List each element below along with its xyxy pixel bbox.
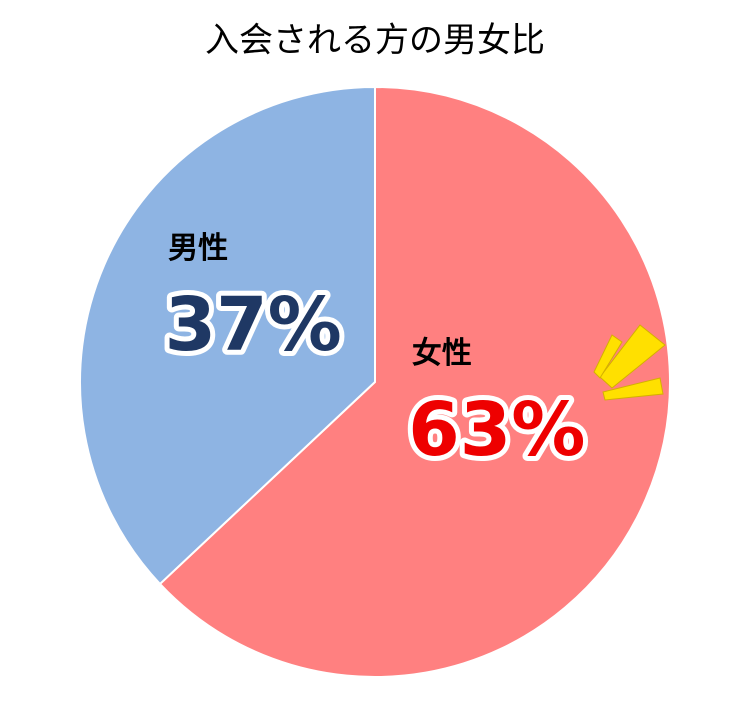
- slice: [158, 85, 671, 678]
- burst-ray: [593, 334, 623, 379]
- category-label: 女性: [412, 336, 472, 371]
- labels: 女性 63% 男性 37%: [160, 231, 591, 478]
- burst-ray: [602, 377, 664, 401]
- slice: [79, 85, 376, 586]
- emphasis-burst: [593, 324, 666, 401]
- value-label: 63%: [408, 387, 585, 473]
- chart-title: 入会される方の男女比: [205, 21, 545, 61]
- burst-ray: [599, 324, 666, 389]
- value-label: 37%: [165, 282, 342, 368]
- category-label: 男性: [168, 231, 228, 266]
- slices: [79, 85, 671, 678]
